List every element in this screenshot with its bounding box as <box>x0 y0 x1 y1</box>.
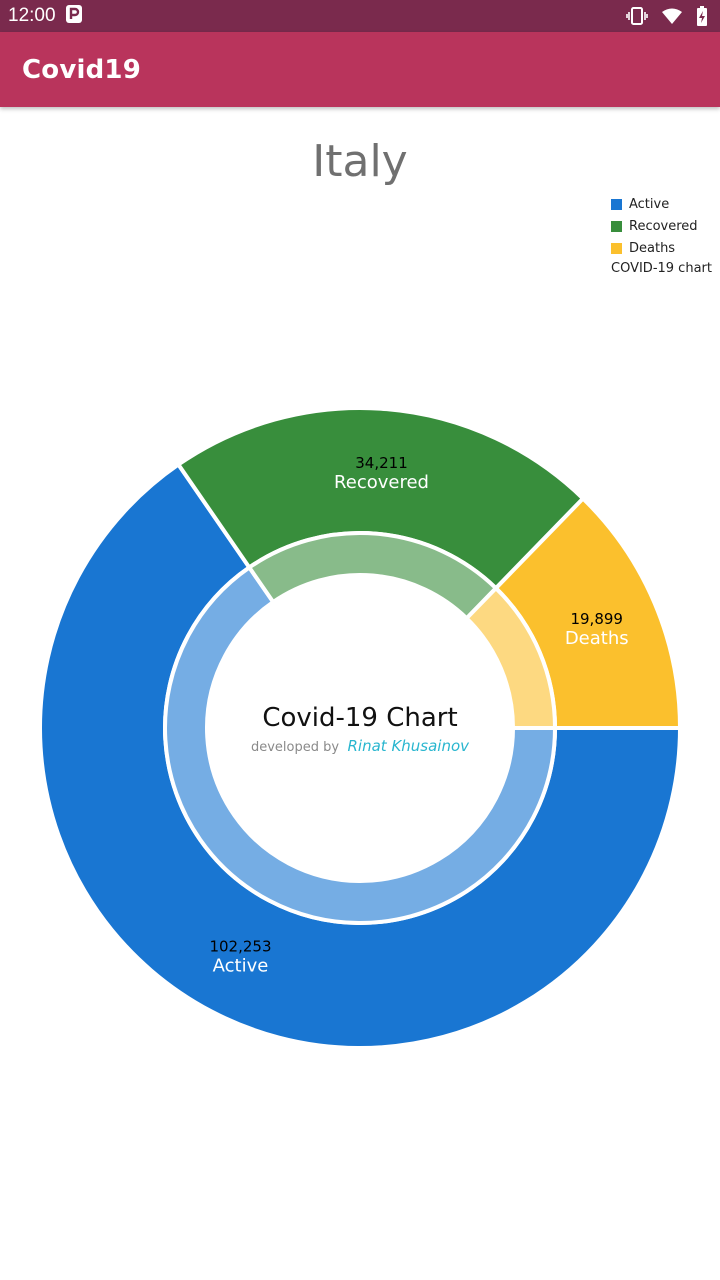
status-time: 12:00 <box>8 5 56 26</box>
country-title: Italy <box>312 136 408 187</box>
battery-icon <box>696 6 708 26</box>
vibrate-icon <box>626 7 648 25</box>
chart-center-credit: developed by Rinat Khusainov <box>251 737 470 755</box>
legend-item-recovered: Recovered <box>611 215 712 237</box>
legend-swatch-deaths <box>611 242 622 254</box>
slice-value-deaths: 19,899 <box>570 610 623 628</box>
legend-item-active: Active <box>611 193 712 215</box>
parking-icon <box>65 4 82 28</box>
legend-item-deaths: Deaths <box>611 237 712 259</box>
slice-label-deaths: Deaths <box>565 628 629 649</box>
chart-description: COVID-19 chart <box>611 261 712 276</box>
chart-legend: Active Recovered Deaths COVID-19 chart <box>611 193 712 276</box>
slice-value-recovered: 34,211 <box>355 454 408 472</box>
chart-hole <box>207 575 513 881</box>
legend-swatch-recovered <box>611 220 622 232</box>
slice-label-recovered: Recovered <box>334 472 429 493</box>
chart-center-author: Rinat Khusainov <box>348 737 471 755</box>
legend-label-active: Active <box>629 196 670 212</box>
legend-label-deaths: Deaths <box>629 240 676 256</box>
app-bar: Covid19 <box>0 32 720 107</box>
legend-label-recovered: Recovered <box>629 218 698 234</box>
status-bar: 12:00 <box>0 0 720 32</box>
app-title: Covid19 <box>22 54 141 85</box>
wifi-icon <box>662 8 682 24</box>
slice-value-active: 102,253 <box>209 938 271 956</box>
slice-label-active: Active <box>213 956 269 977</box>
chart-center-title: Covid-19 Chart <box>262 703 457 733</box>
legend-swatch-active <box>611 198 622 210</box>
chart-center-subtitle: developed by <box>251 740 339 755</box>
